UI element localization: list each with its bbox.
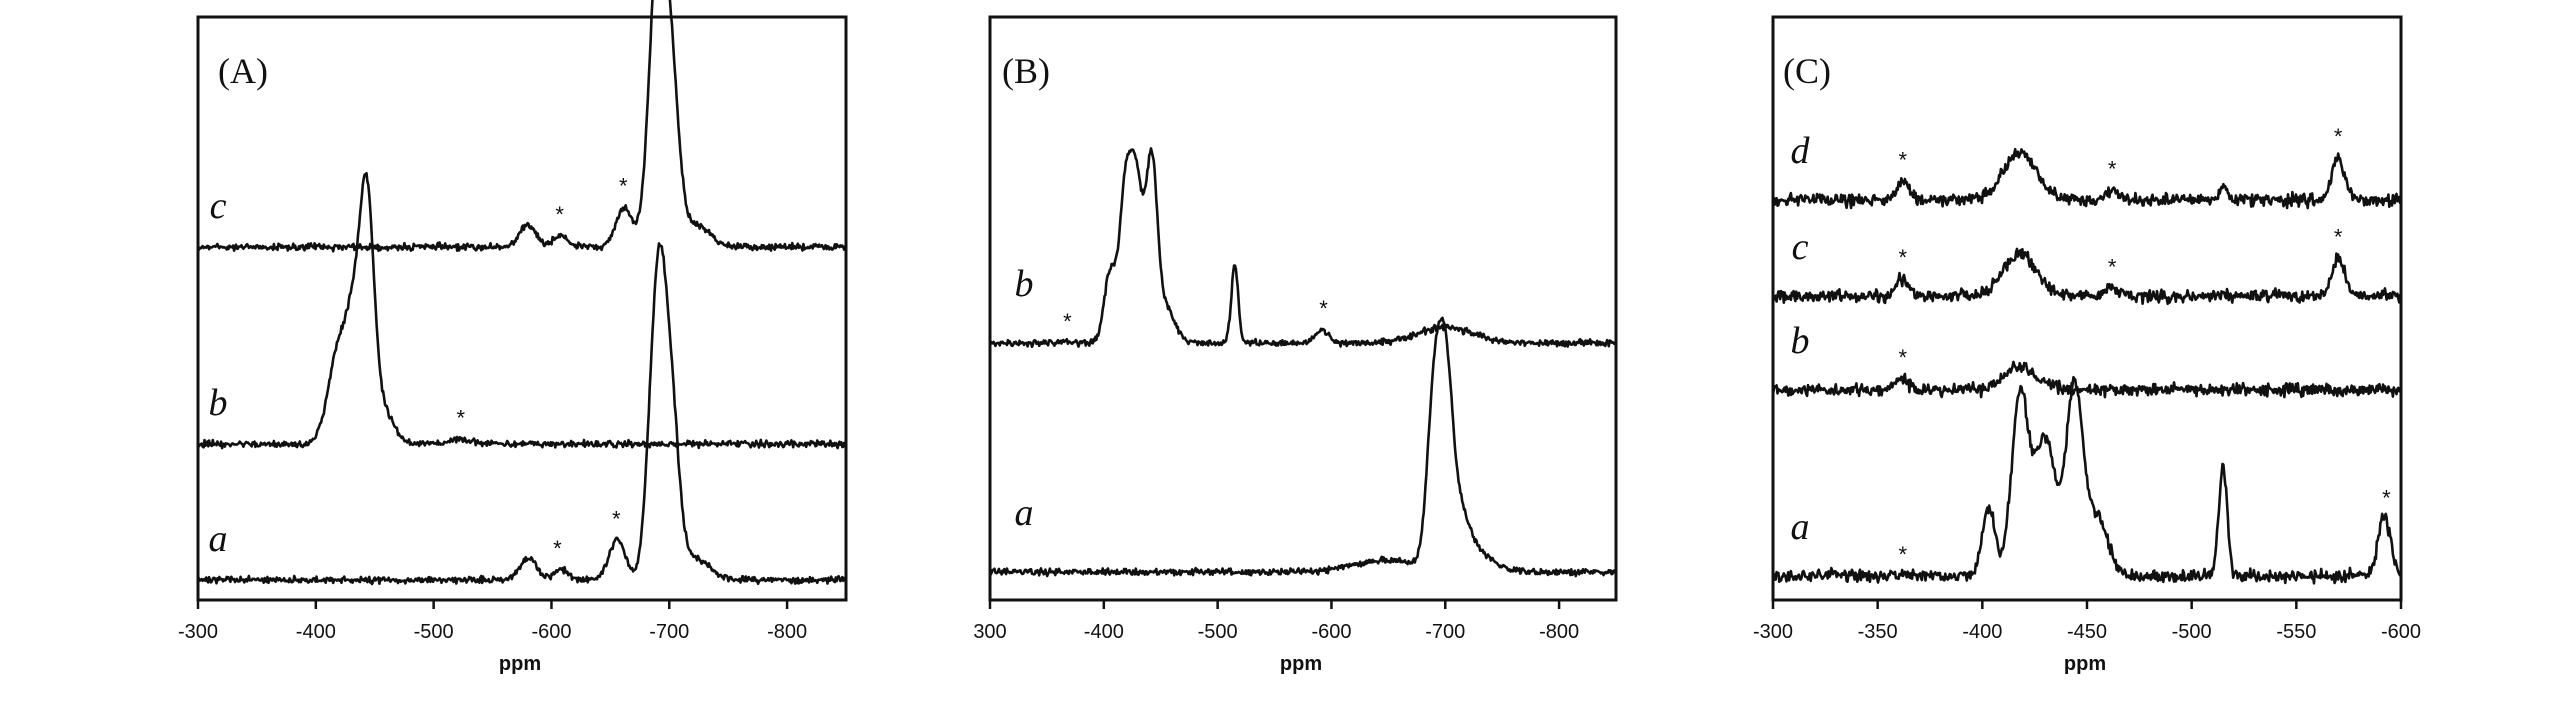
trace-label-a: a [209, 518, 228, 560]
trace-label-c: c [1792, 226, 1809, 268]
x-axis-label: ppm [499, 653, 541, 675]
trace-label-d: d [1791, 130, 1811, 172]
spectrum-a [1771, 375, 2403, 585]
trace-label-a: a [1015, 492, 1034, 534]
x-tick-label: -400 [296, 621, 336, 643]
x-tick-label: -800 [1539, 621, 1579, 643]
sideband-asterisk: * [1899, 147, 1908, 172]
trace-label-b: b [1015, 263, 1034, 305]
panel-label: (A) [218, 51, 268, 91]
sideband-asterisk: * [612, 507, 621, 532]
sideband-asterisk: * [555, 202, 564, 227]
sideband-asterisk: * [456, 405, 465, 430]
x-tick-label: -450 [2067, 621, 2107, 643]
x-tick-label: -500 [2172, 621, 2212, 643]
x-tick-label: -600 [2381, 621, 2421, 643]
plot-frame [196, 15, 848, 602]
trace-label-b: b [209, 382, 228, 424]
trace-label-a: a [1791, 506, 1810, 548]
x-tick-label: -300 [1753, 621, 1793, 643]
sideband-asterisk: * [1899, 542, 1908, 567]
panel-c: (C) -300 -350 -400 -450 -500 -550 -600 ppm d * * * c *… [1753, 15, 2421, 675]
panel-a: (A) -300 -400 -500 -600 -700 -800 ppm c * * b * a * * [178, 0, 848, 675]
trace-label-c: c [210, 185, 227, 227]
sideband-asterisk: * [2334, 124, 2343, 149]
x-tick-label: -500 [414, 621, 454, 643]
sideband-asterisk: * [619, 174, 628, 199]
sideband-asterisk: * [2108, 255, 2117, 280]
spectrum-b [988, 147, 1618, 349]
plot-frame [1771, 15, 2403, 602]
x-axis-label: ppm [2064, 653, 2106, 675]
x-axis-label: ppm [1280, 653, 1322, 675]
spectrum-a [989, 316, 1618, 578]
plot-frame [988, 15, 1618, 602]
spectrum-c [196, 0, 847, 253]
trace-label-b: b [1791, 320, 1810, 362]
sideband-asterisk: * [2334, 225, 2343, 250]
x-tick-label: -700 [1425, 621, 1465, 643]
spectrum-c [1771, 247, 2403, 306]
panel-label: (C) [1783, 51, 1831, 91]
x-tick-label: -800 [767, 621, 807, 643]
x-tick-label: -700 [649, 621, 689, 643]
spectrum-b [197, 171, 847, 450]
sideband-asterisk: * [1319, 296, 1328, 321]
x-tick-label: -400 [1084, 621, 1124, 643]
x-tick-label: -550 [2276, 621, 2316, 643]
spectrum-d [1772, 147, 2403, 210]
x-tick-label: -400 [1962, 621, 2002, 643]
x-tick-label: -600 [531, 621, 571, 643]
x-tick-label: -600 [1311, 621, 1351, 643]
sideband-asterisk: * [2382, 486, 2391, 511]
sideband-asterisk: * [553, 536, 562, 561]
panel-b: (B) 300 -400 -500 -600 -700 -800 ppm b * * a [973, 15, 1618, 675]
panel-label: (B) [1002, 51, 1050, 91]
x-tick-label: 300 [973, 621, 1006, 643]
x-tick-label: -500 [1198, 621, 1238, 643]
x-tick-label: -300 [178, 621, 218, 643]
sideband-asterisk: * [1899, 245, 1908, 270]
spectrum-b [1771, 360, 2403, 399]
sideband-asterisk: * [1063, 309, 1072, 334]
x-tick-label: -350 [1858, 621, 1898, 643]
sideband-asterisk: * [1899, 345, 1908, 370]
sideband-asterisk: * [2108, 157, 2117, 182]
spectrum-a [196, 242, 848, 586]
